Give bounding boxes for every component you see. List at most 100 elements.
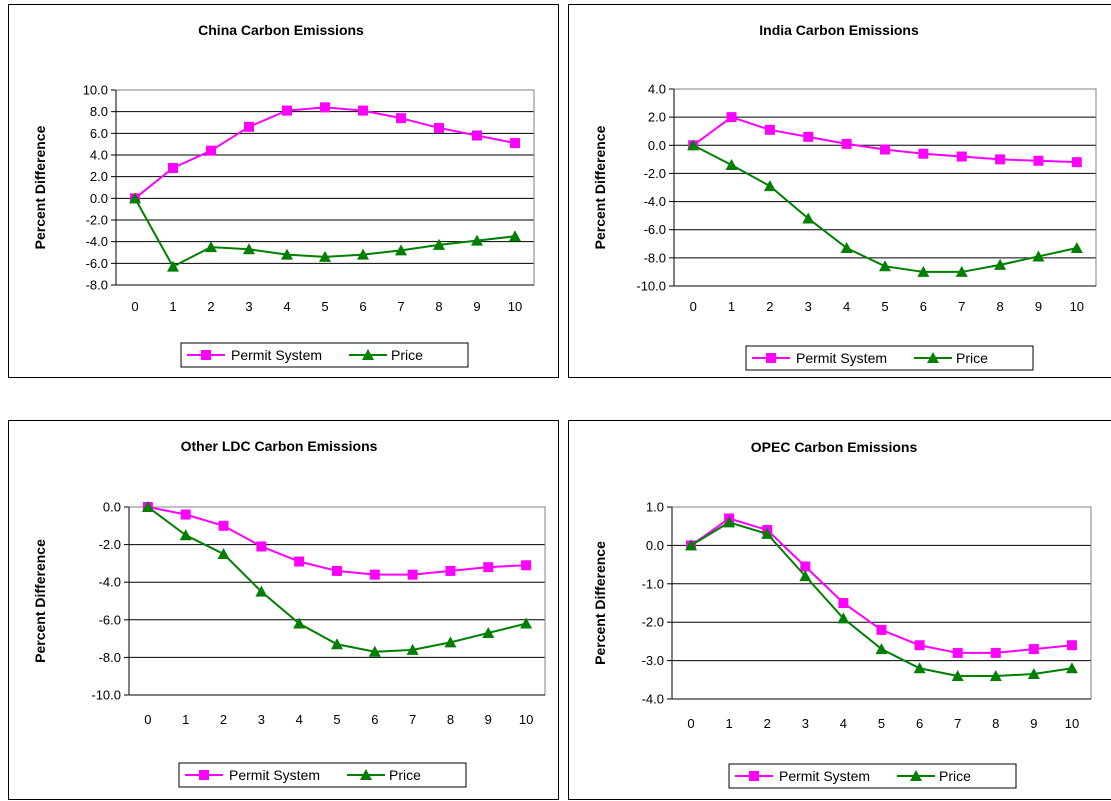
legend-box <box>178 762 467 788</box>
x-tick-label: 3 <box>805 299 812 314</box>
x-tick-label: 4 <box>283 299 290 314</box>
x-tick-label: 5 <box>881 299 888 314</box>
data-point <box>1027 668 1040 680</box>
x-tick-label: 7 <box>958 299 965 314</box>
series-permit-system <box>686 513 1077 658</box>
y-axis-label: Percent Difference <box>32 539 48 663</box>
series-line <box>134 106 516 200</box>
data-point <box>294 556 305 567</box>
x-tick-label: 2 <box>764 716 771 731</box>
x-tick-label: 7 <box>409 712 416 727</box>
data-point <box>521 560 532 571</box>
x-tick-label: 3 <box>802 716 809 731</box>
legend-label-price: Price <box>389 767 421 783</box>
chart-svg-china: China Carbon Emissions -8.0 -6.0 -4.0 -2.0 0.… <box>32 22 535 368</box>
y-tick-label: -8.0 <box>99 650 121 665</box>
data-point <box>879 260 891 272</box>
y-tick-label: -2.0 <box>644 166 666 181</box>
x-tick-label: 5 <box>321 299 328 314</box>
data-point <box>723 516 736 528</box>
legend-marker-price <box>360 769 372 780</box>
data-point <box>685 539 698 551</box>
x-tick-label: 6 <box>359 299 366 314</box>
data-point <box>841 138 852 149</box>
data-point <box>434 122 444 133</box>
legend-label-price: Price <box>939 768 971 784</box>
series-price <box>685 516 1078 681</box>
x-tick-label: 4 <box>296 712 303 727</box>
chart-title: China Carbon Emissions <box>198 22 364 38</box>
x-tick-label: 2 <box>207 299 214 314</box>
y-tick-label: 2.0 <box>90 169 108 184</box>
data-point <box>368 645 381 657</box>
data-point <box>800 561 811 572</box>
x-tick-label: 8 <box>996 299 1003 314</box>
data-point <box>244 121 254 132</box>
plot-area <box>671 506 1092 700</box>
data-point <box>1032 250 1045 262</box>
x-tick-label: 10 <box>519 712 533 727</box>
y-axis-label: Percent Difference <box>592 541 608 665</box>
y-tick-label: 8.0 <box>90 104 108 119</box>
y-tick-label: -4.0 <box>644 194 666 209</box>
chart-svg-other-ldc: Other LDC Carbon Emissions -10.0 -8.0 -6.0 -… <box>32 438 546 788</box>
data-point <box>217 548 230 559</box>
y-tick-label: 6.0 <box>90 126 108 141</box>
data-point <box>995 154 1006 165</box>
x-tick-label: 8 <box>435 299 442 314</box>
legend-label-permit-system: Permit System <box>779 768 870 784</box>
data-point <box>358 105 368 116</box>
data-point <box>395 244 407 256</box>
data-point <box>994 258 1007 270</box>
data-point <box>1066 640 1077 651</box>
y-tick-label: -2.0 <box>99 537 121 552</box>
legend-label-permit-system: Permit System <box>231 347 322 363</box>
data-point <box>483 562 494 573</box>
data-point <box>331 638 343 650</box>
data-point <box>802 212 815 224</box>
legend-box <box>745 345 1034 371</box>
series-permit-system <box>142 502 532 580</box>
data-point <box>956 151 967 162</box>
data-point <box>319 250 331 262</box>
chart-svg-india: India Carbon Emissions -10.0 -8.0 -6.0 -4.0 -… <box>592 22 1097 371</box>
legend-marker-permit-system <box>199 770 209 780</box>
data-point <box>1028 644 1039 655</box>
x-tick-label: 0 <box>690 299 697 314</box>
x-tick-label: 8 <box>992 716 999 731</box>
data-point <box>472 130 482 141</box>
x-tick-label: 9 <box>1035 299 1042 314</box>
data-point <box>281 248 293 260</box>
x-tick-label: 0 <box>144 712 151 727</box>
data-point <box>520 617 533 629</box>
data-point <box>396 113 406 124</box>
series-price <box>687 139 1083 277</box>
data-point <box>407 569 418 580</box>
data-point <box>951 669 964 681</box>
series-line <box>147 506 527 653</box>
x-tick-label: 9 <box>473 299 480 314</box>
data-point <box>445 565 456 576</box>
data-point <box>1065 662 1078 674</box>
legend-marker-permit-system <box>766 353 776 363</box>
data-point <box>726 112 737 123</box>
data-point <box>914 640 925 651</box>
chart-title: India Carbon Emissions <box>759 22 919 38</box>
y-tick-label: -10.0 <box>91 688 121 703</box>
data-point <box>206 145 216 156</box>
y-tick-label: -2.0 <box>86 213 108 228</box>
data-point <box>838 598 849 608</box>
y-tick-label: -4.0 <box>86 234 108 249</box>
legend: Permit System Price <box>180 342 469 368</box>
x-tick-label: 6 <box>916 716 923 731</box>
y-tick-label: -8.0 <box>644 250 666 265</box>
legend-marker-permit-system <box>201 350 211 360</box>
y-tick-label: 2.0 <box>648 110 666 125</box>
y-axis-label: Percent Difference <box>592 125 608 249</box>
y-tick-label: 4.0 <box>648 82 666 97</box>
series-line <box>692 116 1077 164</box>
data-point <box>880 144 890 155</box>
x-tick-label: 3 <box>245 299 252 314</box>
y-tick-label: -6.0 <box>86 256 108 271</box>
x-tick-label: 3 <box>258 712 265 727</box>
